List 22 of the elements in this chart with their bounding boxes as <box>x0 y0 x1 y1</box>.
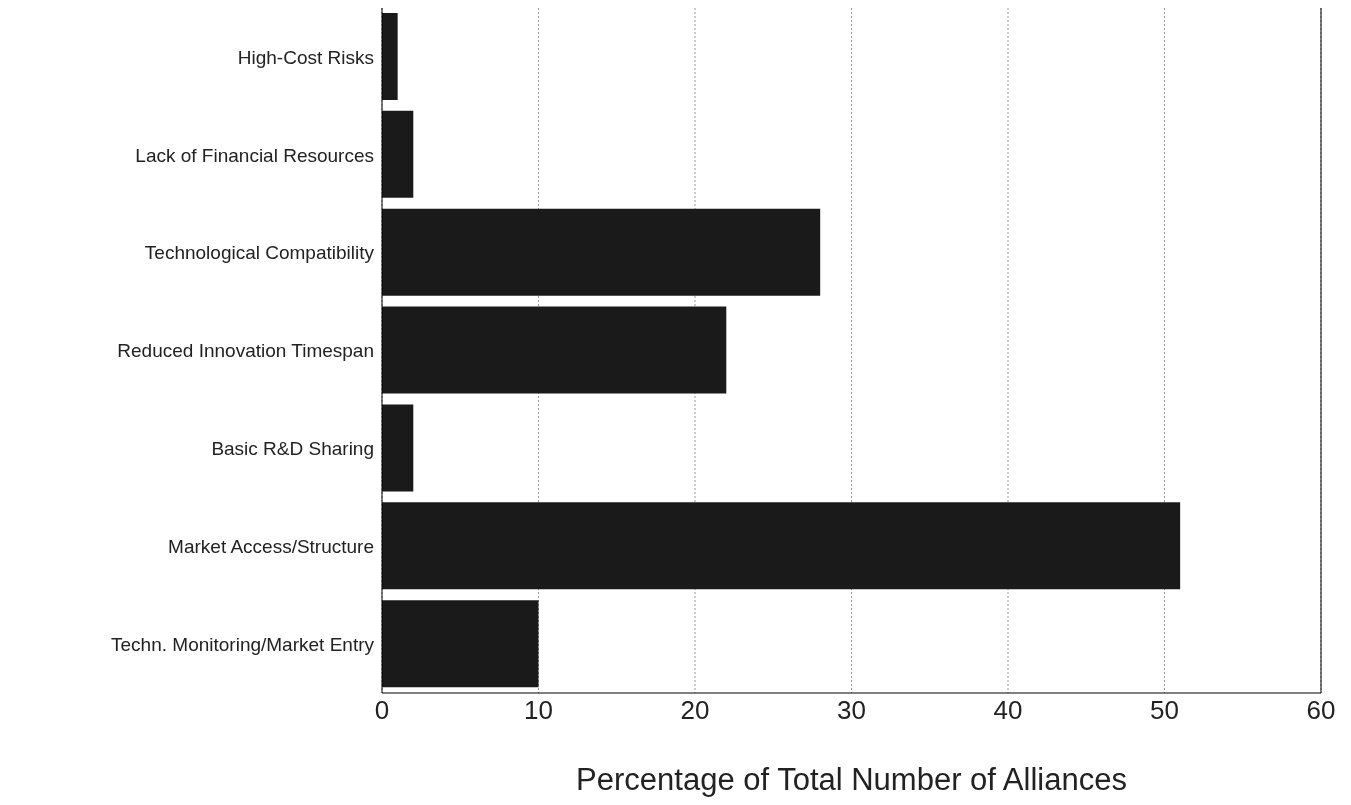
x-tick-label: 60 <box>1306 695 1336 726</box>
bar <box>382 110 414 198</box>
x-tick-label: 0 <box>374 695 390 726</box>
x-tick-label: 30 <box>837 695 866 726</box>
y-tick-label: Reduced Innovation Timespan <box>117 340 374 362</box>
y-tick-label: Market Access/Structure <box>168 535 374 557</box>
bar <box>382 306 727 394</box>
y-tick-label: High-Cost Risks <box>237 46 374 68</box>
x-tick-label: 20 <box>680 695 710 726</box>
y-tick-label: Basic R&D Sharing <box>211 438 374 460</box>
y-tick-label: Techn. Monitoring/Market Entry <box>111 633 375 655</box>
x-tick-label: 40 <box>993 695 1023 726</box>
bar <box>382 208 821 296</box>
x-tick-label: 10 <box>524 695 553 726</box>
bar <box>382 600 539 688</box>
bar <box>382 502 1181 590</box>
bar <box>382 404 414 492</box>
y-tick-label: Lack of Financial Resources <box>135 144 374 166</box>
bar <box>382 13 398 100</box>
x-axis-title: Percentage of Total Number of Alliances <box>576 762 1127 797</box>
x-tick-label: 50 <box>1150 695 1179 726</box>
y-tick-label: Technological Compatibility <box>144 242 375 264</box>
